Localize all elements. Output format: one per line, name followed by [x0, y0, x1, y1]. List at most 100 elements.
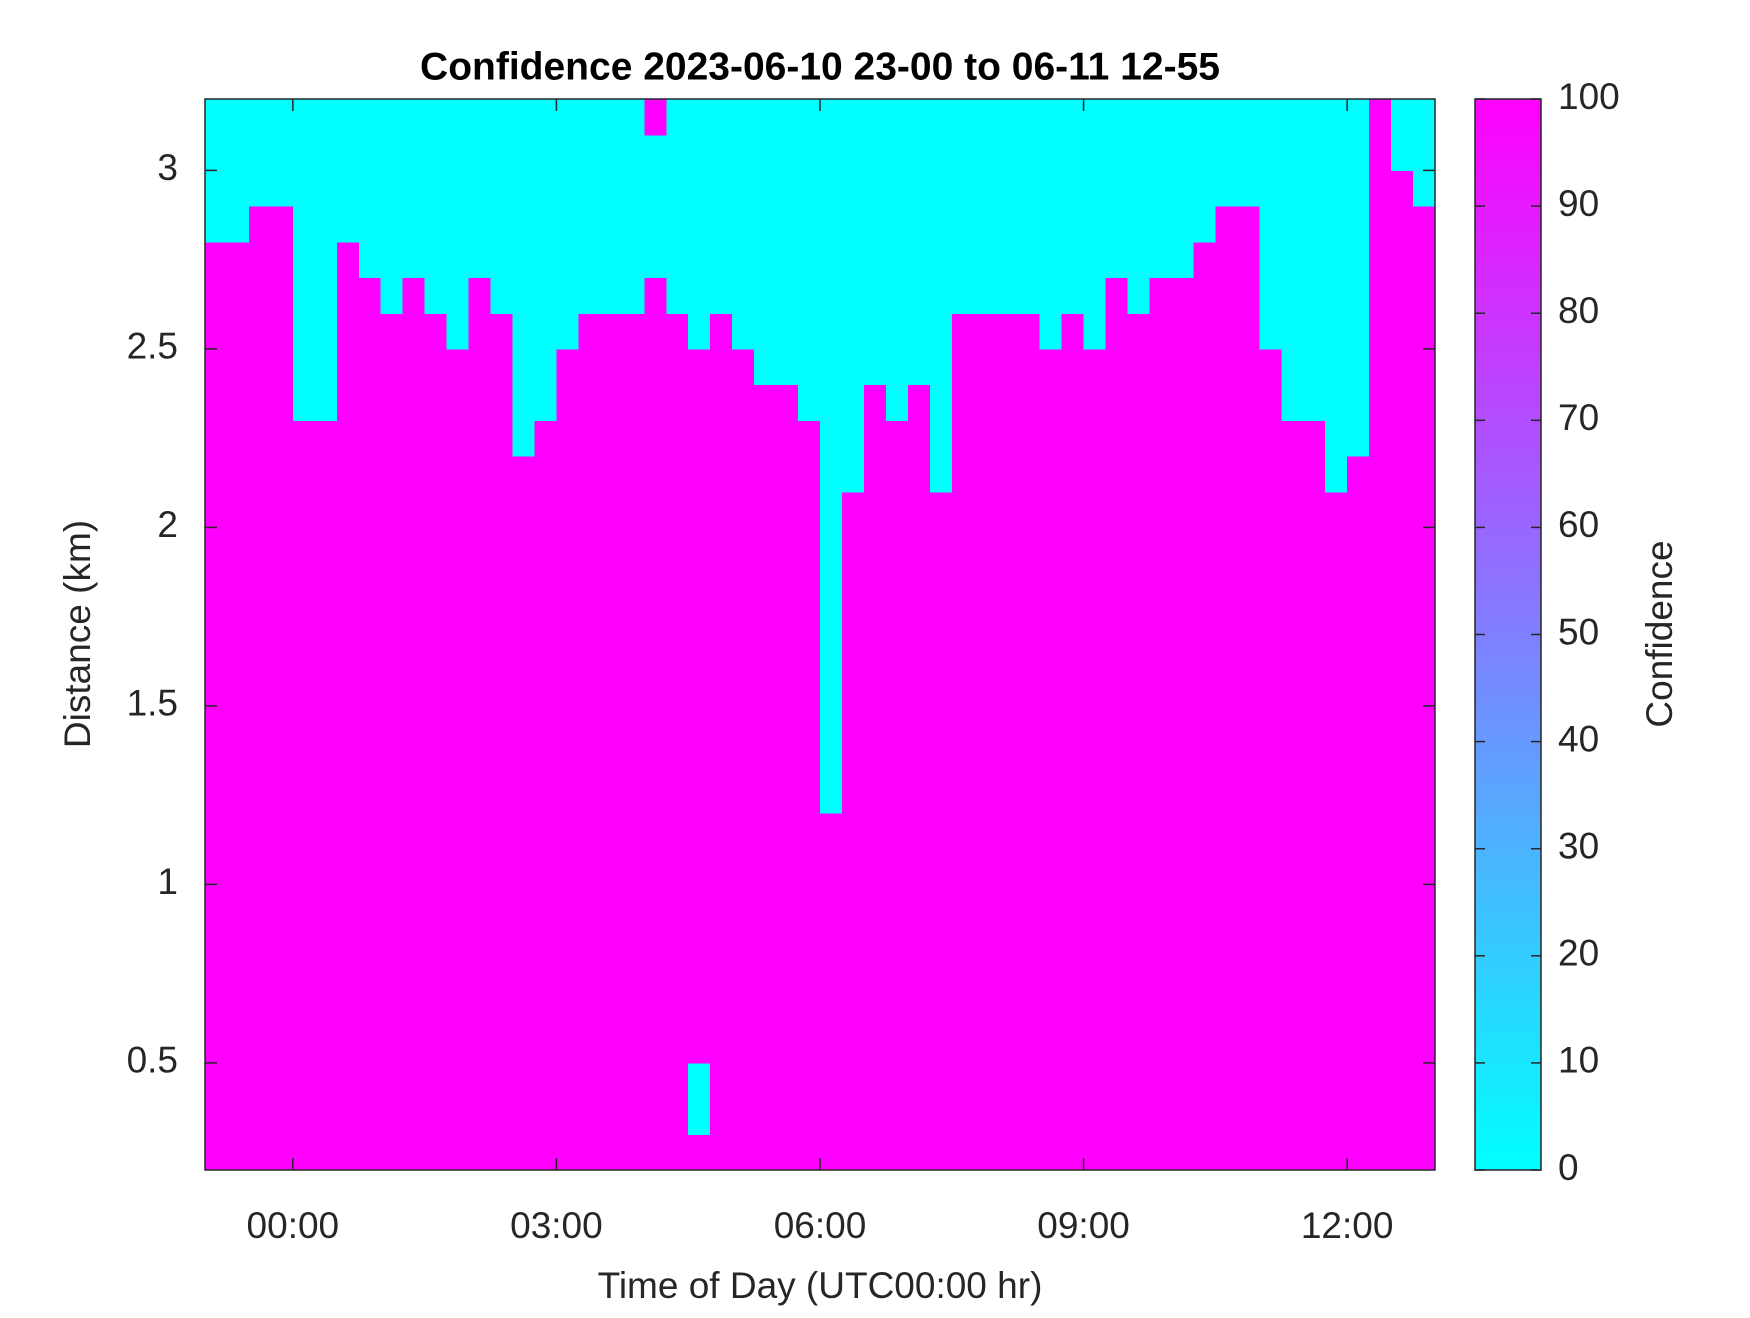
heatmap-cell	[798, 384, 821, 421]
heatmap-cell	[929, 634, 953, 671]
heatmap-cell	[776, 456, 799, 493]
heatmap-cell	[1061, 277, 1085, 314]
heatmap-cell	[820, 134, 843, 171]
heatmap-cell	[402, 206, 426, 243]
heatmap-cell	[336, 598, 360, 636]
heatmap-cell	[1237, 134, 1260, 171]
heatmap-cell	[929, 848, 953, 885]
heatmap-cell	[578, 348, 601, 386]
heatmap-cell	[380, 920, 404, 957]
heatmap-cell	[292, 348, 316, 386]
heatmap-cell	[402, 241, 426, 279]
heatmap-cell	[380, 563, 404, 600]
heatmap-cell	[1259, 170, 1282, 207]
heatmap-cell	[380, 456, 404, 493]
heatmap-cell	[380, 99, 404, 136]
heatmap-cell	[863, 170, 887, 207]
heatmap-cell	[1083, 1098, 1107, 1135]
heatmap-cell	[512, 741, 536, 778]
heatmap-cell	[1127, 634, 1151, 671]
heatmap-cell	[1325, 991, 1348, 1028]
heatmap-cell	[1369, 491, 1392, 528]
heatmap-cell	[754, 384, 777, 421]
heatmap-cell	[622, 670, 645, 707]
heatmap-cell	[336, 1098, 360, 1135]
heatmap-cell	[732, 456, 755, 493]
heatmap-cell	[600, 134, 623, 171]
heatmap-cell	[1303, 1062, 1326, 1100]
heatmap-cell	[600, 741, 623, 778]
heatmap-cell	[1061, 705, 1085, 743]
heatmap-cell	[556, 670, 579, 707]
heatmap-cell	[1193, 813, 1216, 850]
heatmap-cell	[622, 741, 645, 778]
heatmap-cell	[644, 1027, 667, 1064]
heatmap-cell	[512, 170, 536, 207]
heatmap-cell	[666, 741, 689, 778]
heatmap-cell	[1127, 705, 1151, 743]
heatmap-cell	[446, 527, 470, 564]
x-tick-label: 09:00	[1037, 1205, 1130, 1246]
heatmap-cell	[929, 1062, 953, 1100]
heatmap-cell	[732, 348, 755, 386]
heatmap-cell	[1061, 813, 1085, 850]
heatmap-cell	[1281, 813, 1304, 850]
heatmap-cell	[1325, 848, 1348, 885]
heatmap-cell	[754, 741, 777, 778]
heatmap-cell	[402, 277, 426, 314]
heatmap-cell	[666, 313, 689, 350]
heatmap-cell	[885, 384, 909, 421]
heatmap-cell	[820, 955, 843, 993]
heatmap-cell	[1325, 1134, 1348, 1171]
heatmap-cell	[776, 170, 799, 207]
heatmap-cell	[1193, 277, 1216, 314]
heatmap-cell	[841, 134, 865, 171]
heatmap-cell	[951, 563, 975, 600]
heatmap-cell	[1127, 813, 1151, 850]
heatmap-cell	[402, 777, 426, 814]
heatmap-cell	[600, 955, 623, 993]
heatmap-cell	[1325, 277, 1348, 314]
heatmap-cell	[688, 1062, 711, 1100]
heatmap-cell	[732, 670, 755, 707]
heatmap-cell	[973, 313, 997, 350]
heatmap-cell	[270, 491, 294, 528]
heatmap-cell	[1127, 777, 1151, 814]
heatmap-cell	[863, 777, 887, 814]
y-tick-label: 1.5	[127, 683, 178, 724]
heatmap-cell	[1039, 920, 1063, 957]
heatmap-cell	[1369, 206, 1392, 243]
heatmap-cell	[1281, 348, 1304, 386]
heatmap-cell	[446, 277, 470, 314]
heatmap-cell	[1039, 670, 1063, 707]
heatmap-cell	[1171, 1134, 1194, 1171]
heatmap-cell	[205, 99, 228, 136]
heatmap-cell	[534, 1098, 558, 1135]
heatmap-cell	[841, 313, 865, 350]
heatmap-cell	[1281, 955, 1304, 993]
heatmap-cell	[534, 384, 558, 421]
heatmap-cell	[424, 563, 448, 600]
heatmap-cell	[512, 884, 536, 921]
heatmap-cell	[885, 670, 909, 707]
heatmap-cell	[622, 491, 645, 528]
heatmap-cell	[314, 456, 338, 493]
heatmap-cell	[490, 563, 514, 600]
heatmap-cell	[248, 420, 272, 457]
heatmap-cell	[1391, 598, 1414, 636]
heatmap-cell	[907, 634, 931, 671]
heatmap-cell	[446, 491, 470, 528]
heatmap-cell	[1083, 920, 1107, 957]
heatmap-cell	[1215, 491, 1238, 528]
heatmap-cell	[578, 741, 601, 778]
heatmap-cell	[402, 1027, 426, 1064]
heatmap-cell	[1017, 527, 1041, 564]
heatmap-cell	[1149, 241, 1173, 279]
heatmap-cell	[776, 563, 799, 600]
heatmap-cell	[1149, 134, 1173, 171]
heatmap-cell	[1171, 1062, 1194, 1100]
heatmap-cell	[314, 634, 338, 671]
heatmap-cell	[688, 206, 711, 243]
heatmap-cell	[512, 670, 536, 707]
heatmap-cell	[1127, 170, 1151, 207]
